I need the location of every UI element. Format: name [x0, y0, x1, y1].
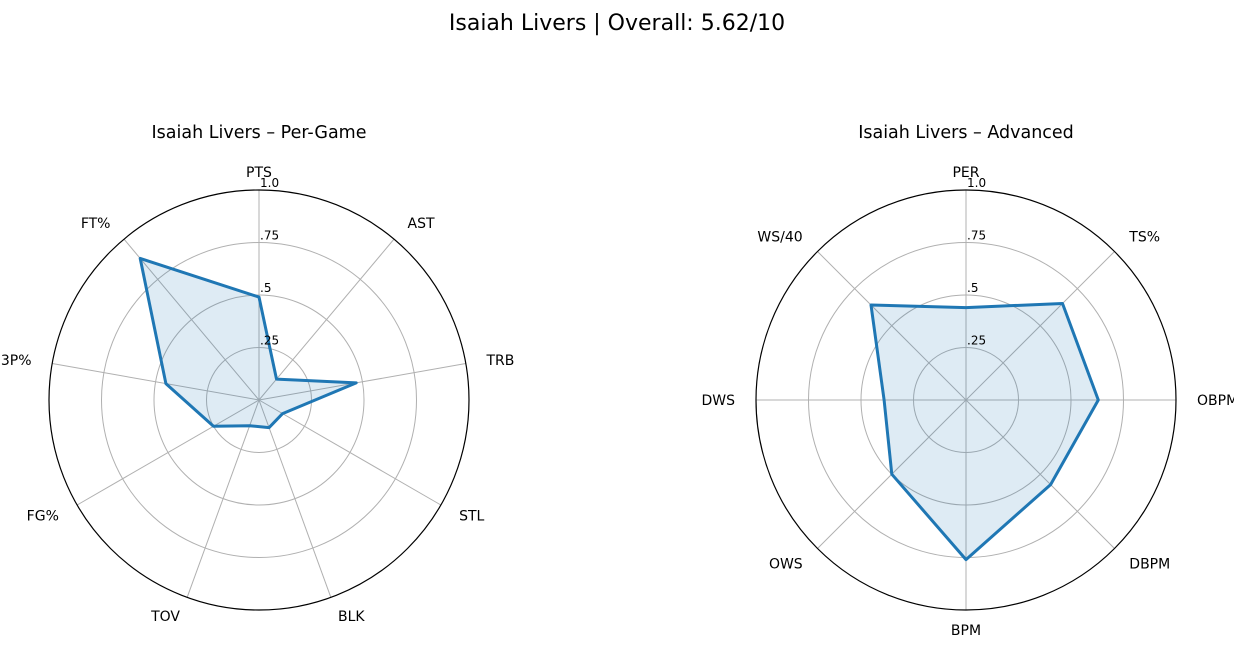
axis-label-blk: BLK [338, 609, 365, 625]
radial-tick-label-2: .75 [967, 229, 986, 243]
axis-label-ft-: FT% [81, 216, 111, 232]
axis-label-trb: TRB [486, 353, 515, 369]
axis-label-fg-: FG% [27, 509, 59, 525]
outer-frame [755, 189, 1177, 611]
radial-tick-label-1: .5 [967, 281, 978, 295]
radial-tick-label-3: 1.0 [967, 176, 986, 190]
axis-label-dbpm: DBPM [1129, 556, 1170, 572]
axis-label-pts: PTS [246, 165, 272, 181]
radial-tick-label-2: .75 [260, 229, 279, 243]
advanced-chart-title: Isaiah Livers – Advanced [858, 123, 1074, 143]
outer-frame [48, 189, 470, 611]
series-fill-area [871, 303, 1099, 560]
spoke-blk [258, 399, 332, 598]
axis-label-ts-: TS% [1128, 230, 1160, 246]
spoke-ws-40 [817, 251, 967, 401]
radial-tick-label-0: .25 [260, 334, 279, 348]
axis-label-obpm: OBPM [1197, 393, 1234, 409]
per-game-chart-title: Isaiah Livers – Per-Game [152, 123, 367, 143]
axis-label-ws-40: WS/40 [757, 230, 802, 246]
spoke-trb [258, 363, 466, 401]
spoke-ft- [123, 238, 260, 401]
series-line [138, 256, 358, 430]
figure-title: Isaiah Livers | Overall: 5.62/10 [449, 11, 785, 36]
axis-label-dws: DWS [701, 393, 735, 409]
axis-label-per: PER [952, 165, 979, 181]
axis-label-tov: TOV [150, 609, 180, 625]
spoke-3p- [52, 363, 260, 401]
spoke-stl [258, 399, 442, 506]
spoke-tov [186, 399, 260, 598]
axis-label-stl: STL [459, 509, 484, 525]
axis-label-bpm: BPM [951, 623, 981, 639]
radial-tick-label-1: .5 [260, 281, 271, 295]
spoke-fg- [76, 399, 260, 506]
axis-label-3p-: 3P% [1, 353, 32, 369]
radial-tick-label-3: 1.0 [260, 176, 279, 190]
axis-label-ows: OWS [769, 556, 803, 572]
radial-tick-label-0: .25 [967, 334, 986, 348]
spoke-ast [258, 238, 395, 401]
axis-label-ast: AST [408, 216, 435, 232]
spoke-ts- [965, 251, 1115, 401]
series-fill-area [140, 258, 357, 428]
spoke-dbpm [965, 399, 1115, 549]
